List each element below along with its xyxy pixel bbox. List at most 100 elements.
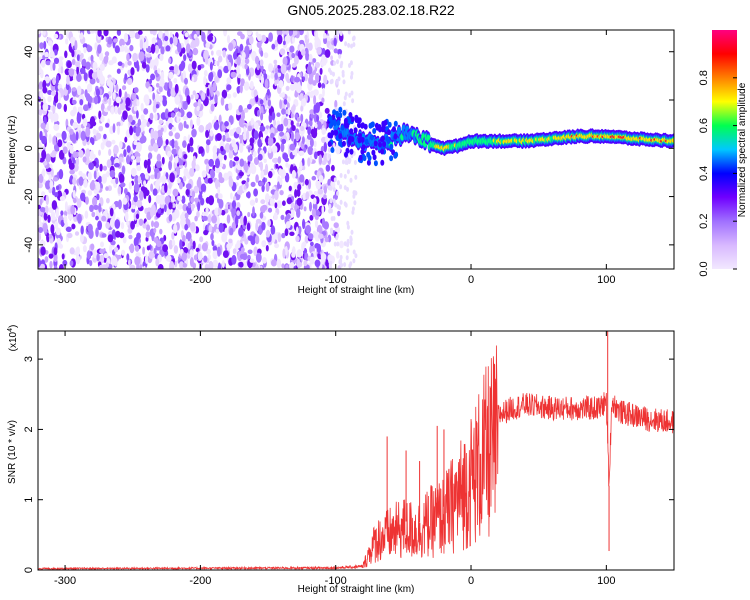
noise-blob	[217, 246, 221, 257]
noise-blob	[131, 208, 136, 213]
noise-blob	[67, 214, 74, 220]
snr-x-tick-label: -300	[54, 575, 76, 587]
noise-blob	[265, 193, 270, 203]
noise-blob	[87, 223, 93, 233]
signal-cell	[344, 151, 348, 158]
noise-blob	[285, 264, 289, 269]
snr-x-label: Height of straight line (km)	[298, 584, 415, 595]
noise-blob	[277, 232, 282, 243]
noise-blob	[292, 246, 296, 255]
noise-blob	[260, 199, 266, 205]
noise-blob	[268, 32, 273, 42]
noise-blob	[147, 165, 151, 174]
noise-blob	[155, 258, 160, 267]
noise-blob	[291, 52, 296, 59]
signal-cell	[327, 132, 332, 139]
noise-blob	[173, 245, 179, 254]
noise-blob	[79, 33, 84, 40]
noise-blob	[226, 35, 231, 44]
noise-blob	[101, 215, 107, 222]
noise-blob	[314, 39, 318, 49]
noise-blob	[98, 202, 102, 213]
noise-blob	[52, 112, 59, 122]
noise-blob	[76, 73, 82, 82]
colorbar-tick-label: 0.6	[698, 118, 710, 133]
chart-title: GN05.2025.283.02.18.R22	[287, 2, 455, 18]
noise-blob	[151, 204, 156, 214]
noise-blob	[333, 222, 339, 229]
noise-blob	[313, 94, 317, 106]
noise-blob	[353, 160, 357, 165]
noise-blob	[152, 188, 158, 196]
spectrogram-y-tick-label: 0	[23, 145, 35, 151]
noise-blob	[301, 136, 305, 145]
noise-blob	[55, 185, 60, 191]
noise-blob	[251, 89, 255, 98]
noise-blob	[41, 135, 47, 145]
noise-blob	[148, 195, 152, 204]
noise-blob	[335, 251, 340, 259]
noise-blob	[103, 96, 108, 102]
noise-blob	[190, 203, 195, 212]
noise-blob	[71, 99, 77, 105]
noise-blob	[66, 60, 72, 69]
noise-blob	[238, 105, 243, 113]
noise-blob	[89, 136, 94, 144]
noise-blob	[191, 128, 197, 138]
noise-blob	[82, 245, 87, 253]
noise-blob	[112, 123, 116, 134]
noise-blob	[92, 61, 98, 70]
noise-blob	[300, 105, 304, 112]
noise-blob	[181, 252, 187, 262]
noise-blob	[267, 146, 272, 154]
noise-blob	[280, 63, 287, 75]
noise-blob	[130, 220, 136, 230]
noise-blob	[287, 96, 291, 103]
noise-blob	[125, 97, 131, 107]
noise-blob	[122, 197, 128, 205]
spectrogram-x-tick-label: 0	[468, 274, 474, 286]
noise-blob	[157, 263, 164, 269]
noise-blob	[100, 115, 105, 123]
noise-blob	[143, 108, 149, 115]
noise-blob	[294, 189, 298, 198]
noise-blob	[170, 195, 176, 203]
noise-blob	[116, 121, 121, 127]
noise-blob	[208, 260, 214, 269]
noise-blob	[269, 197, 275, 207]
noise-blob	[45, 205, 49, 214]
noise-blob	[129, 264, 136, 269]
noise-blob	[270, 132, 275, 139]
noise-blob	[344, 202, 348, 208]
amplitude-colorbar: 0.0 0.2 0.4 0.6 0.8 Normalized spectral ampl…	[698, 30, 748, 277]
noise-blob	[123, 149, 127, 158]
noise-blob	[174, 140, 178, 149]
noise-blob	[346, 169, 350, 175]
noise-blob	[253, 157, 260, 166]
noise-blob	[233, 51, 238, 61]
noise-blob	[228, 102, 233, 111]
noise-blob	[212, 245, 218, 252]
noise-blob	[351, 98, 355, 104]
noise-blob	[89, 260, 93, 267]
noise-blob	[47, 214, 51, 223]
noise-blob	[318, 154, 323, 165]
noise-blob	[40, 122, 46, 129]
noise-blob	[44, 51, 49, 58]
noise-blob	[164, 35, 169, 42]
noise-blob	[48, 207, 54, 213]
noise-blob	[124, 136, 128, 143]
noise-blob	[42, 102, 49, 112]
noise-blob	[246, 222, 251, 231]
noise-blob	[65, 38, 69, 45]
noise-blob	[247, 211, 251, 218]
spectrogram-noise-layer	[38, 30, 358, 269]
noise-blob	[52, 104, 56, 115]
noise-blob	[168, 202, 173, 210]
noise-blob	[124, 91, 128, 101]
noise-blob	[314, 219, 319, 228]
noise-blob	[333, 241, 337, 247]
signal-cell	[349, 128, 354, 135]
noise-blob	[320, 253, 327, 261]
